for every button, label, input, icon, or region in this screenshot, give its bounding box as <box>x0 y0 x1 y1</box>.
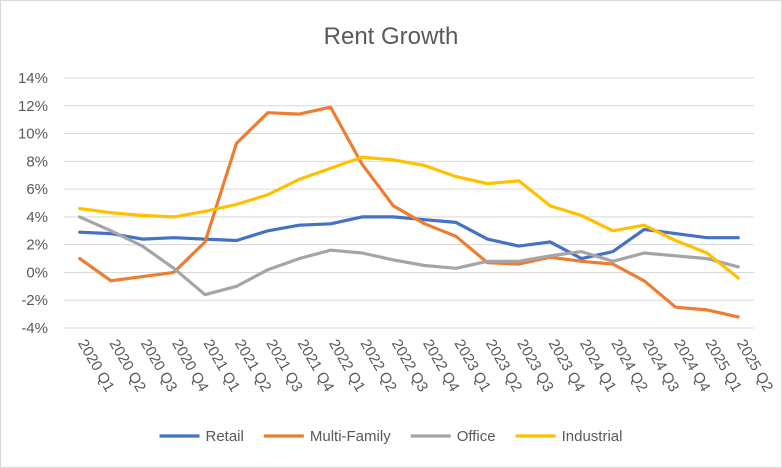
legend-label: Office <box>457 428 496 445</box>
y-tick-label: -4% <box>21 320 48 337</box>
y-tick-label: -2% <box>21 292 48 309</box>
series-line-office <box>78 215 740 297</box>
y-tick-label: 8% <box>26 153 48 170</box>
chart-title: Rent Growth <box>324 23 459 50</box>
legend-item: Office <box>410 428 496 445</box>
y-tick-label: 2% <box>26 237 48 254</box>
y-tick-label: 14% <box>18 70 48 87</box>
legend-label: Multi-Family <box>310 428 391 445</box>
series-line-multi-family <box>78 105 740 319</box>
y-tick-label: 4% <box>26 209 48 226</box>
series-lines <box>78 105 740 319</box>
legend-item: Industrial <box>515 428 623 445</box>
legend-label: Retail <box>206 428 244 445</box>
y-tick-label: 0% <box>26 264 48 281</box>
legend: Retail Multi-Family Office Industrial <box>159 428 623 445</box>
legend-item: Retail <box>159 428 244 445</box>
series-line-retail <box>78 215 740 261</box>
series-line-industrial <box>78 155 740 280</box>
y-tick-label: 12% <box>18 98 48 115</box>
legend-label: Industrial <box>562 428 623 445</box>
legend-item: Multi-Family <box>263 428 391 445</box>
y-tick-label: 10% <box>18 126 48 143</box>
gridlines <box>64 77 754 329</box>
y-tick-label: 6% <box>26 181 48 198</box>
y-axis-ticks: 14% 12% 10% 8% 6% 4% 2% 0% -2% -4% <box>18 70 48 337</box>
